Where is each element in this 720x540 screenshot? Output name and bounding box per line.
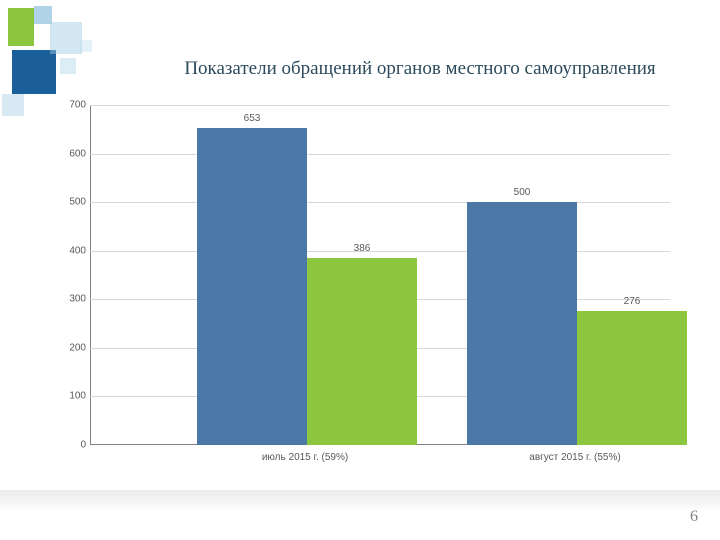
bar [467,202,577,445]
y-tick-label: 300 [56,294,86,305]
deco-square [34,6,52,24]
x-category-label: июль 2015 г. (59%) [205,452,405,463]
chart-title: Показатели обращений органов местного са… [150,58,690,80]
y-tick-label: 500 [56,197,86,208]
footer-gradient [0,490,720,512]
bar-chart: 0100200300400500600700653386июль 2015 г.… [60,95,670,465]
gridline [90,154,670,155]
deco-square [12,50,56,94]
plot-area: 0100200300400500600700653386июль 2015 г.… [90,105,670,445]
y-tick-label: 400 [56,245,86,256]
deco-square [50,22,82,54]
y-tick-label: 0 [56,440,86,451]
bar [197,128,307,445]
bar-value-label: 653 [222,113,282,124]
y-tick-label: 200 [56,342,86,353]
deco-square [80,40,92,52]
bar [307,258,417,445]
deco-square [60,58,76,74]
bar [577,311,687,445]
deco-square [2,94,24,116]
deco-square [8,8,34,46]
y-tick-label: 700 [56,100,86,111]
gridline [90,202,670,203]
bar-value-label: 500 [492,187,552,198]
page-number: 6 [690,508,698,526]
y-tick-label: 600 [56,148,86,159]
y-axis [90,105,91,445]
bar-value-label: 276 [602,296,662,307]
slide: Показатели обращений органов местного са… [0,0,720,540]
y-tick-label: 100 [56,391,86,402]
bar-value-label: 386 [332,243,392,254]
gridline [90,105,670,106]
x-category-label: август 2015 г. (55%) [475,452,675,463]
